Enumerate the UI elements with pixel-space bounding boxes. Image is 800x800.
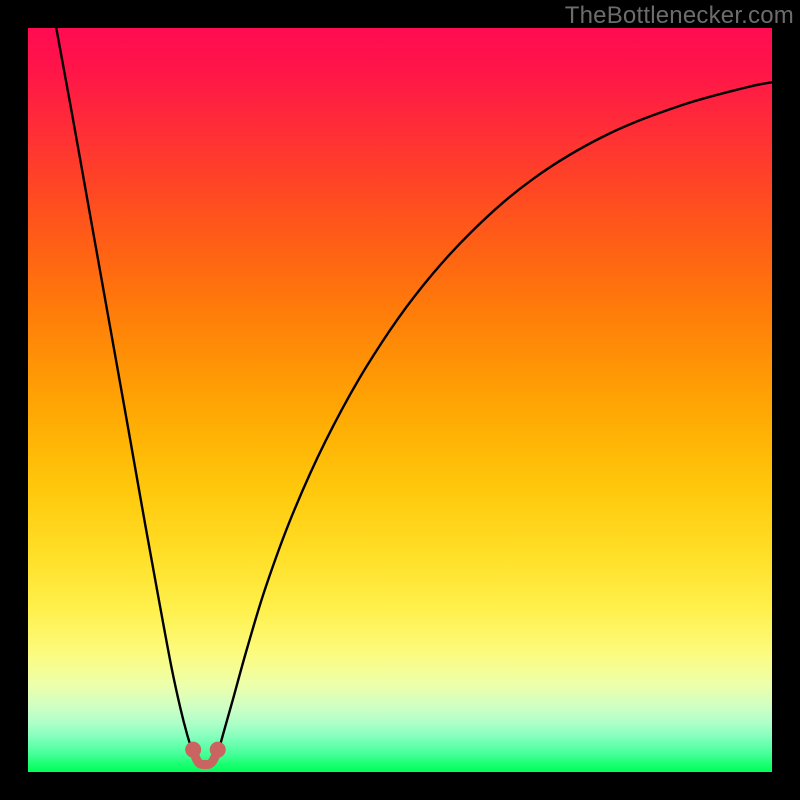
minimum-marker-dot (185, 742, 201, 758)
minimum-marker-dot (210, 742, 226, 758)
bottleneck-chart (0, 0, 800, 800)
chart-stage: TheBottlenecker.com (0, 0, 800, 800)
heatmap-gradient (28, 28, 772, 772)
plot-area (28, 28, 772, 772)
